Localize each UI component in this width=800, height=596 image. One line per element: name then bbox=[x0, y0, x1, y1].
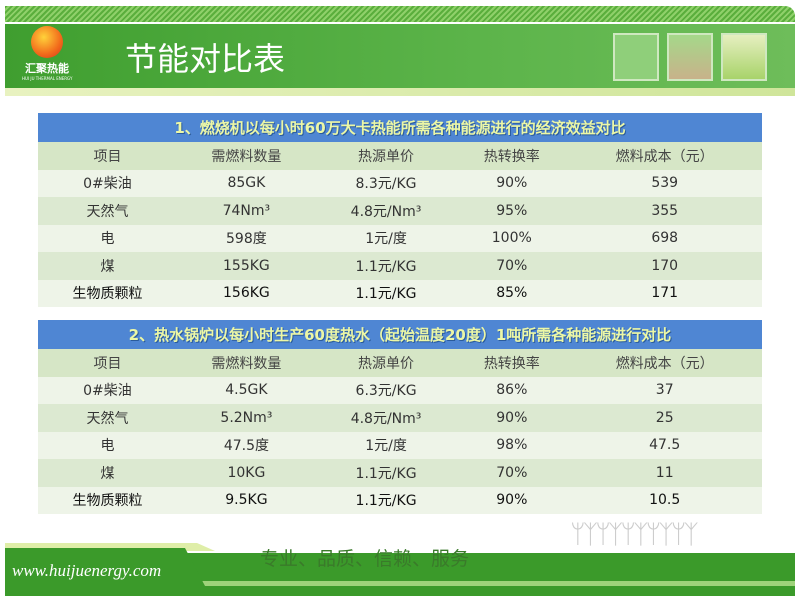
column-header: 燃料成本（元） bbox=[567, 142, 762, 170]
table-caption: 1、燃烧机以每小时60万大卡热能所需各种能源进行的经济效益对比 bbox=[38, 113, 762, 142]
plant-decoration-icon: ᛘᛉᛘᛉᛘᛉᛘᛉᛘᛉ bbox=[570, 520, 699, 550]
table-row: 生物质颗粒 9.5KG 1.1元/KG 90% 10.5 bbox=[38, 486, 762, 514]
logo-subtitle: HUI JU THERMAL ENERGY bbox=[22, 76, 73, 81]
table-cell: 煤 bbox=[38, 252, 177, 280]
logo-icon bbox=[31, 26, 63, 58]
table-cell: 100% bbox=[456, 224, 568, 252]
table-cell: 171 bbox=[567, 279, 762, 307]
page-title: 节能对比表 bbox=[125, 40, 286, 78]
table-header-row: 项目 需燃料数量 热源单价 热转换率 燃料成本（元） bbox=[38, 142, 762, 170]
decor-thumbnail bbox=[613, 33, 659, 81]
table-cell: 4.5GK bbox=[176, 376, 316, 404]
table-cell: 47.5度 bbox=[176, 431, 316, 459]
table-caption-row: 2、热水锅炉以每小时生产60度热水（起始温度20度）1吨所需各种能源进行对比 bbox=[38, 320, 762, 349]
table-cell: 155KG bbox=[176, 252, 316, 280]
table-cell: 25 bbox=[567, 404, 762, 432]
table-cell: 生物质颗粒 bbox=[38, 486, 177, 514]
slogan: 专业、品质、信赖、服务 bbox=[260, 548, 470, 570]
table-cell: 4.8元/Nm³ bbox=[315, 404, 457, 432]
table-cell: 1.1元/KG bbox=[315, 486, 457, 514]
column-header: 需燃料数量 bbox=[176, 349, 316, 377]
table-cell: 95% bbox=[456, 197, 568, 225]
table-header-row: 项目 需燃料数量 热源单价 热转换率 燃料成本（元） bbox=[38, 349, 762, 377]
table-cell: 10.5 bbox=[567, 486, 762, 514]
table-caption-row: 1、燃烧机以每小时60万大卡热能所需各种能源进行的经济效益对比 bbox=[38, 113, 762, 142]
table-cell: 10KG bbox=[176, 459, 316, 487]
leaf-image bbox=[721, 33, 767, 81]
table-cell: 70% bbox=[456, 252, 568, 280]
company-logo: 汇聚热能 HUI JU THERMAL ENERGY bbox=[22, 26, 72, 86]
table-cell: 9.5KG bbox=[176, 486, 316, 514]
table-row: 天然气 74Nm³ 4.8元/Nm³ 95% 355 bbox=[38, 197, 762, 225]
column-header: 热转换率 bbox=[456, 142, 568, 170]
table-cell: 70% bbox=[456, 459, 568, 487]
table-row: 电 598度 1元/度 100% 698 bbox=[38, 224, 762, 252]
column-header: 燃料成本（元） bbox=[567, 349, 762, 377]
table-cell: 85GK bbox=[176, 169, 316, 197]
banner-underline bbox=[5, 88, 795, 96]
table-cell: 1元/度 bbox=[315, 224, 457, 252]
table-cell: 90% bbox=[456, 486, 568, 514]
table-row: 0#柴油 85GK 8.3元/KG 90% 539 bbox=[38, 169, 762, 197]
table-cell: 170 bbox=[567, 252, 762, 280]
table-cell: 90% bbox=[456, 169, 568, 197]
table-row: 电 47.5度 1元/度 98% 47.5 bbox=[38, 431, 762, 459]
header-banner bbox=[5, 24, 795, 88]
table-cell: 74Nm³ bbox=[176, 197, 316, 225]
footer-stripe bbox=[5, 581, 795, 586]
table-row: 生物质颗粒 156KG 1.1元/KG 85% 171 bbox=[38, 279, 762, 307]
footer-tab-edge bbox=[5, 543, 215, 551]
table-cell: 0#柴油 bbox=[38, 169, 177, 197]
logo-name: 汇聚热能 bbox=[25, 62, 69, 75]
footer-tab bbox=[5, 548, 205, 586]
table-cell: 0#柴油 bbox=[38, 376, 177, 404]
table-cell: 539 bbox=[567, 169, 762, 197]
table-cell: 98% bbox=[456, 431, 568, 459]
table-cell: 355 bbox=[567, 197, 762, 225]
column-header: 热源单价 bbox=[315, 142, 457, 170]
column-header: 需燃料数量 bbox=[176, 142, 316, 170]
table-cell: 6.3元/KG bbox=[315, 376, 457, 404]
column-header: 项目 bbox=[38, 349, 177, 377]
table-cell: 1.1元/KG bbox=[315, 459, 457, 487]
table-cell: 698 bbox=[567, 224, 762, 252]
table-cell: 5.2Nm³ bbox=[176, 404, 316, 432]
table-row: 煤 10KG 1.1元/KG 70% 11 bbox=[38, 459, 762, 487]
column-header: 热转换率 bbox=[456, 349, 568, 377]
table-cell: 1元/度 bbox=[315, 431, 457, 459]
table-row: 天然气 5.2Nm³ 4.8元/Nm³ 90% 25 bbox=[38, 404, 762, 432]
table-cell: 电 bbox=[38, 224, 177, 252]
table-cell: 37 bbox=[567, 376, 762, 404]
table-row: 煤 155KG 1.1元/KG 70% 170 bbox=[38, 252, 762, 280]
comparison-table-boiler: 2、热水锅炉以每小时生产60度热水（起始温度20度）1吨所需各种能源进行对比 项目… bbox=[38, 320, 762, 514]
table-cell: 11 bbox=[567, 459, 762, 487]
table-cell: 天然气 bbox=[38, 197, 177, 225]
table-cell: 598度 bbox=[176, 224, 316, 252]
column-header: 热源单价 bbox=[315, 349, 457, 377]
table-cell: 90% bbox=[456, 404, 568, 432]
table-cell: 8.3元/KG bbox=[315, 169, 457, 197]
table-cell: 电 bbox=[38, 431, 177, 459]
table-cell: 1.1元/KG bbox=[315, 252, 457, 280]
table-cell: 天然气 bbox=[38, 404, 177, 432]
table-cell: 1.1元/KG bbox=[315, 279, 457, 307]
table-cell: 156KG bbox=[176, 279, 316, 307]
website-url: www.huijuenergy.com bbox=[12, 561, 162, 580]
table-cell: 86% bbox=[456, 376, 568, 404]
column-header: 项目 bbox=[38, 142, 177, 170]
table-cell: 4.8元/Nm³ bbox=[315, 197, 457, 225]
table-row: 0#柴油 4.5GK 6.3元/KG 86% 37 bbox=[38, 376, 762, 404]
table-caption: 2、热水锅炉以每小时生产60度热水（起始温度20度）1吨所需各种能源进行对比 bbox=[38, 320, 762, 349]
comparison-table-burner: 1、燃烧机以每小时60万大卡热能所需各种能源进行的经济效益对比 项目 需燃料数量 热源… bbox=[38, 113, 762, 307]
table-cell: 煤 bbox=[38, 459, 177, 487]
table-cell: 47.5 bbox=[567, 431, 762, 459]
footer-bottom bbox=[5, 586, 795, 596]
top-stripe bbox=[5, 6, 795, 22]
table-cell: 85% bbox=[456, 279, 568, 307]
table-cell: 生物质颗粒 bbox=[38, 279, 177, 307]
seedling-image bbox=[667, 33, 713, 81]
